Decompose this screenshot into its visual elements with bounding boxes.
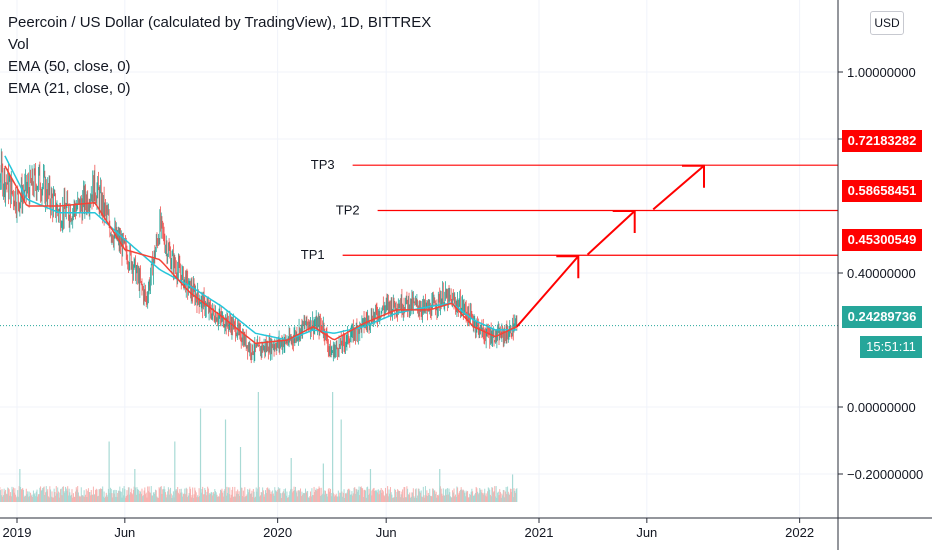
arrow-shaft [586, 210, 636, 256]
x-tick-label: 2021 [525, 525, 554, 540]
target-lines: TP3 TP2 TP1 [301, 157, 838, 262]
arrow-shaft [516, 255, 580, 328]
y-tick-label: 1.00000000 [847, 65, 916, 80]
indicator-ema-50[interactable]: EMA (50, close, 0) [8, 58, 131, 75]
x-tick-label: Jun [636, 525, 657, 540]
ema-50-line [4, 155, 517, 341]
x-tick-label: 2020 [263, 525, 292, 540]
arrow-head [682, 164, 705, 188]
ema-21-line [4, 165, 518, 345]
tp3-price-tag: 0.72183282 [842, 130, 922, 152]
indicator-ema-21[interactable]: EMA (21, close, 0) [8, 80, 131, 97]
x-tick-label: Jun [376, 525, 397, 540]
y-tick-label: −0.20000000 [847, 467, 923, 482]
chart-legend: Peercoin / US Dollar (calculated by Trad… [8, 12, 431, 100]
volume-bars [0, 392, 518, 502]
ema-lines [0, 155, 838, 345]
indicator-vol[interactable]: Vol [8, 36, 29, 53]
target-label: TP2 [336, 202, 360, 217]
target-label: TP1 [301, 247, 325, 262]
tp1-price-tag: 0.45300549 [842, 229, 922, 251]
target-label: TP3 [311, 157, 335, 172]
candles [0, 148, 518, 364]
tp2-price-tag: 0.58658451 [842, 180, 922, 202]
y-tick-label: 0.40000000 [847, 266, 916, 281]
symbol-title[interactable]: Peercoin / US Dollar (calculated by Trad… [8, 14, 432, 31]
x-tick-label: Jun [114, 525, 135, 540]
current-price-tag: 0.24289736 [842, 306, 922, 328]
x-tick-label: 2022 [785, 525, 814, 540]
arrow-head [556, 255, 580, 279]
x-tick-label: 2019 [3, 525, 32, 540]
y-tick-label: 0.00000000 [847, 400, 916, 415]
currency-button[interactable]: USD [870, 11, 904, 35]
arrow-head [612, 210, 636, 233]
arrows [516, 164, 705, 328]
countdown-tag: 15:51:11 [860, 336, 922, 358]
arrow-shaft [652, 165, 705, 211]
